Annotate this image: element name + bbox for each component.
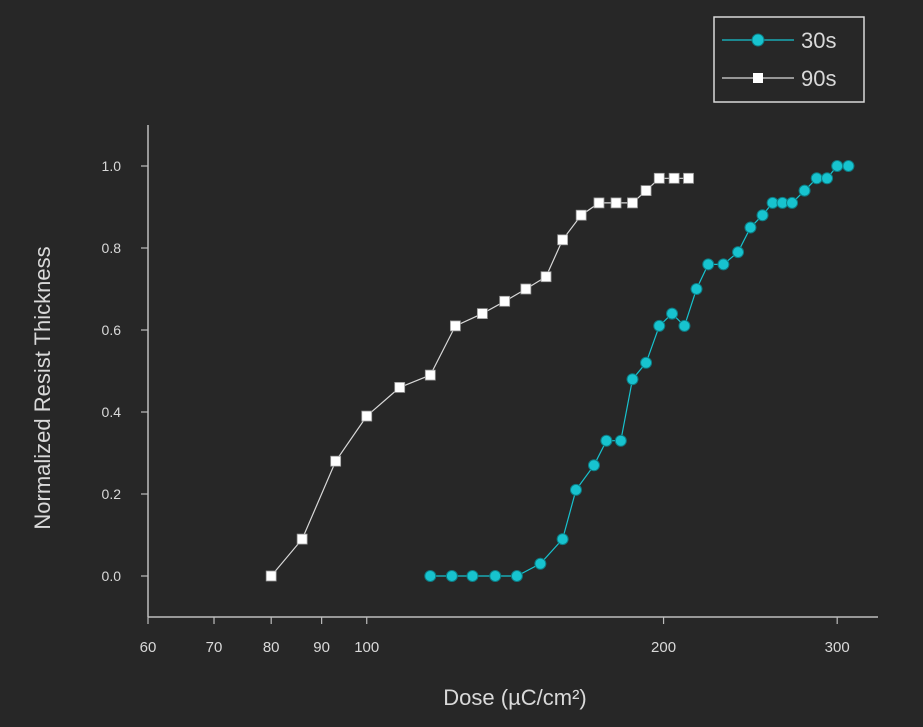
y-axis-label: Normalized Resist Thickness (30, 246, 55, 529)
data-point (575, 209, 587, 221)
y-tick-label: 0.6 (102, 322, 122, 338)
x-tick-label: 200 (651, 639, 676, 656)
data-point (587, 459, 600, 472)
data-point (810, 172, 823, 185)
legend: 30s 90s (713, 16, 865, 103)
x-tick-label: 60 (140, 639, 157, 656)
data-point (510, 570, 523, 582)
y-tick-label: 0.2 (102, 486, 122, 502)
data-point (640, 185, 652, 197)
series-line (430, 165, 849, 577)
data-point (265, 570, 277, 582)
data-point (640, 356, 653, 369)
data-point (678, 319, 691, 332)
x-tick-label: 100 (354, 639, 379, 656)
data-point (842, 160, 855, 172)
data-point (466, 570, 479, 582)
x-axis-label: Dose (µC/cm²) (443, 685, 586, 710)
x-tick-label: 70 (206, 639, 223, 656)
data-point (330, 455, 342, 467)
data-point (557, 234, 569, 246)
y-tick-label: 1.0 (102, 158, 122, 174)
data-point (556, 533, 569, 546)
axes: 60 70 80 90 100 200 300 0.0 0.2 0.4 0.6 0.8 1.0 (102, 125, 878, 656)
data-point (296, 533, 308, 545)
data-point (449, 320, 461, 332)
data-point (489, 570, 502, 582)
data-point (626, 373, 639, 386)
x-tick-label: 300 (825, 639, 850, 656)
legend-marker (751, 33, 765, 47)
data-point (786, 196, 799, 209)
data-point (653, 172, 665, 184)
data-point (798, 184, 811, 197)
data-point (424, 369, 436, 381)
series-1 (265, 172, 694, 582)
data-point (569, 483, 582, 496)
data-point (476, 308, 488, 320)
data-point (593, 197, 605, 209)
data-point (717, 258, 730, 271)
data-point (610, 197, 622, 209)
data-point (534, 557, 547, 570)
data-point (666, 307, 679, 320)
data-point (445, 570, 458, 582)
data-point (756, 209, 769, 222)
legend-label: 30s (801, 28, 836, 53)
data-point (520, 283, 532, 295)
legend-item: 90s (722, 66, 836, 91)
data-point (653, 319, 666, 332)
data-point (627, 197, 638, 209)
data-point (683, 172, 694, 184)
data-point (540, 271, 552, 283)
data-point (668, 172, 680, 184)
y-tick-label: 0.4 (102, 404, 122, 420)
y-tick-label: 0.0 (102, 568, 122, 584)
series-line (270, 177, 689, 577)
data-point (690, 283, 703, 295)
legend-marker (753, 73, 763, 83)
data-point (744, 221, 757, 234)
legend-label: 90s (801, 66, 836, 91)
y-tick-label: 0.8 (102, 240, 122, 256)
data-point (499, 295, 511, 307)
data-point (361, 410, 373, 422)
data-point (600, 434, 613, 447)
plot-area (265, 160, 855, 582)
data-point (614, 434, 627, 447)
data-point (732, 246, 745, 259)
data-point (831, 160, 844, 172)
x-tick-label: 80 (263, 639, 280, 656)
legend-item: 30s (722, 28, 836, 53)
data-point (702, 258, 715, 271)
data-point (394, 381, 406, 393)
legend-box (713, 16, 865, 103)
series-0 (424, 160, 855, 582)
data-point (424, 570, 437, 582)
data-point (821, 172, 834, 185)
x-tick-label: 90 (313, 639, 330, 656)
